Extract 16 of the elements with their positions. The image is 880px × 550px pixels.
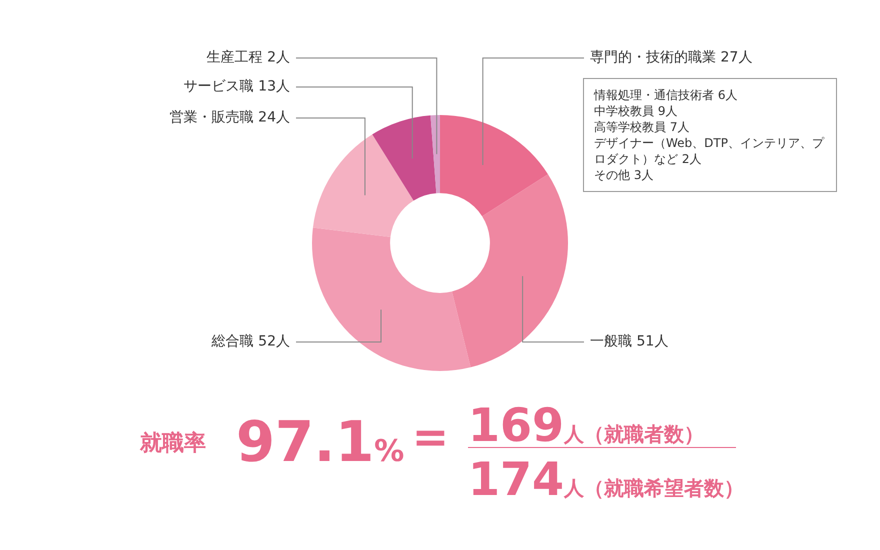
text: その他 3人 [594, 167, 654, 183]
text: 情報処理・通信技術者 6人 [594, 87, 738, 103]
slice-label: 専門的・技術的職業 27人 [590, 50, 752, 66]
text: 169人（就職者数） [468, 398, 704, 452]
text: = [412, 412, 449, 463]
text: 97.1% [236, 410, 404, 475]
text: 高等学校教員 7人 [594, 119, 690, 135]
text: デザイナー（Web、DTP、インテリア、プロダクト）など 2人 [594, 135, 826, 167]
slice-label: 総合職 52人 [210, 334, 290, 350]
text: 中学校教員 9人 [594, 103, 678, 119]
slice-label: 一般職 51人 [590, 334, 668, 350]
slice-label: サービス職 13人 [184, 78, 290, 95]
slice-label: 営業・販売職 24人 [170, 110, 290, 126]
slice-label: 生産工程 2人 [206, 50, 290, 66]
text: 174人（就職希望者数） [468, 452, 744, 506]
text: 就職率 [140, 431, 206, 456]
